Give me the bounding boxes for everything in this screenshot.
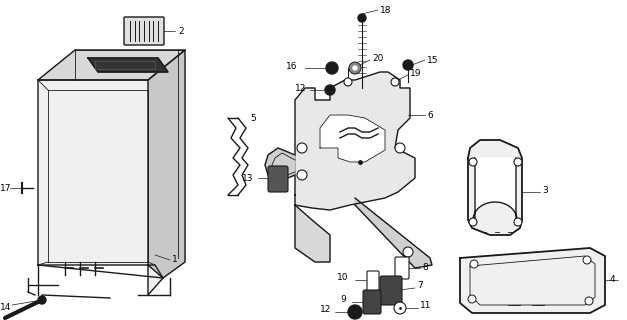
Circle shape (344, 78, 352, 86)
Text: 12: 12 (320, 306, 332, 315)
FancyBboxPatch shape (363, 290, 381, 314)
FancyBboxPatch shape (380, 276, 402, 305)
Text: 6: 6 (427, 110, 433, 119)
Circle shape (469, 218, 477, 226)
FancyBboxPatch shape (367, 271, 379, 291)
Circle shape (403, 247, 413, 257)
Text: 7: 7 (417, 282, 423, 291)
Text: 9: 9 (340, 295, 345, 305)
Circle shape (348, 305, 362, 319)
Circle shape (470, 260, 478, 268)
Polygon shape (460, 248, 605, 313)
Circle shape (585, 297, 593, 305)
Text: 16: 16 (286, 61, 297, 70)
Circle shape (326, 62, 338, 74)
Text: 17: 17 (0, 183, 11, 193)
Text: 4: 4 (610, 276, 616, 284)
Polygon shape (295, 205, 330, 262)
Text: 13: 13 (242, 173, 253, 182)
Text: 15: 15 (427, 55, 438, 65)
Text: 14: 14 (0, 303, 11, 313)
FancyBboxPatch shape (395, 257, 409, 279)
Circle shape (469, 158, 477, 166)
Circle shape (403, 60, 413, 70)
FancyBboxPatch shape (124, 17, 164, 45)
Text: 18: 18 (380, 5, 391, 14)
Polygon shape (148, 50, 185, 278)
Circle shape (514, 218, 522, 226)
Circle shape (391, 78, 399, 86)
Polygon shape (295, 72, 415, 210)
Circle shape (297, 143, 307, 153)
FancyBboxPatch shape (268, 166, 288, 192)
Text: 10: 10 (337, 274, 349, 283)
Circle shape (297, 170, 307, 180)
Polygon shape (88, 58, 168, 72)
Text: 12: 12 (295, 84, 307, 92)
Circle shape (394, 302, 406, 314)
Text: 20: 20 (372, 53, 383, 62)
Circle shape (349, 62, 361, 74)
Text: 8: 8 (422, 263, 428, 273)
Circle shape (353, 66, 357, 70)
Circle shape (395, 143, 405, 153)
Text: 11: 11 (420, 301, 431, 310)
Circle shape (468, 295, 476, 303)
Circle shape (358, 14, 366, 22)
Text: 3: 3 (542, 186, 548, 195)
Text: 5: 5 (250, 114, 256, 123)
Circle shape (325, 85, 335, 95)
Text: 2: 2 (178, 27, 184, 36)
Polygon shape (320, 115, 385, 162)
Circle shape (38, 296, 46, 304)
Text: 1: 1 (172, 255, 177, 265)
Circle shape (583, 256, 591, 264)
Polygon shape (38, 80, 163, 295)
Polygon shape (473, 158, 517, 220)
Polygon shape (265, 148, 295, 182)
Polygon shape (38, 50, 185, 80)
Circle shape (514, 158, 522, 166)
Text: 19: 19 (410, 68, 421, 77)
Polygon shape (468, 140, 522, 235)
Polygon shape (355, 198, 432, 268)
